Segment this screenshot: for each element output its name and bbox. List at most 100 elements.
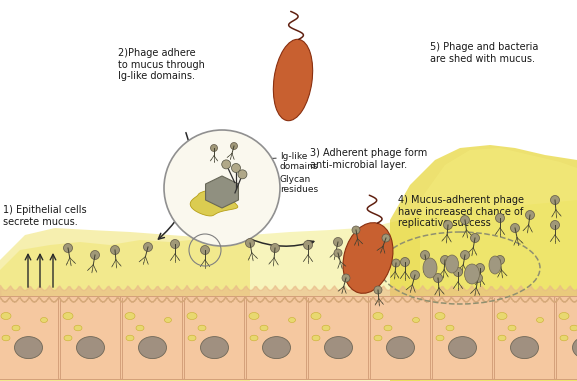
Text: 5) Phage and bacteria
are shed with mucus.: 5) Phage and bacteria are shed with mucu… xyxy=(430,42,538,64)
Circle shape xyxy=(111,245,119,255)
Polygon shape xyxy=(0,228,250,381)
Circle shape xyxy=(550,195,560,205)
Circle shape xyxy=(231,163,241,173)
Circle shape xyxy=(460,216,470,224)
Ellipse shape xyxy=(435,312,445,320)
Ellipse shape xyxy=(311,312,321,320)
Ellipse shape xyxy=(570,325,577,331)
Circle shape xyxy=(334,249,342,257)
Circle shape xyxy=(470,234,479,242)
Ellipse shape xyxy=(63,312,73,320)
Ellipse shape xyxy=(445,255,459,273)
Ellipse shape xyxy=(14,336,43,359)
Circle shape xyxy=(271,243,279,253)
Ellipse shape xyxy=(537,317,544,322)
Ellipse shape xyxy=(40,317,47,322)
FancyBboxPatch shape xyxy=(0,296,61,379)
Circle shape xyxy=(421,250,429,259)
Ellipse shape xyxy=(188,335,196,341)
Ellipse shape xyxy=(446,325,454,331)
Ellipse shape xyxy=(322,325,330,331)
FancyBboxPatch shape xyxy=(369,296,433,379)
Ellipse shape xyxy=(464,264,479,284)
FancyBboxPatch shape xyxy=(306,296,370,379)
Circle shape xyxy=(460,250,470,259)
Circle shape xyxy=(354,243,362,253)
Ellipse shape xyxy=(77,336,104,359)
Circle shape xyxy=(475,264,485,272)
Ellipse shape xyxy=(74,325,82,331)
Circle shape xyxy=(526,210,534,219)
Circle shape xyxy=(304,240,313,250)
Ellipse shape xyxy=(312,335,320,341)
Circle shape xyxy=(511,224,519,232)
Circle shape xyxy=(222,160,231,169)
Ellipse shape xyxy=(260,325,268,331)
Text: Glycan
residues: Glycan residues xyxy=(280,175,318,194)
Ellipse shape xyxy=(572,336,577,359)
FancyBboxPatch shape xyxy=(430,296,494,379)
FancyBboxPatch shape xyxy=(58,296,122,379)
Ellipse shape xyxy=(508,325,516,331)
Circle shape xyxy=(550,221,560,229)
Circle shape xyxy=(433,274,443,282)
Circle shape xyxy=(91,250,99,259)
Ellipse shape xyxy=(12,325,20,331)
Circle shape xyxy=(410,271,419,280)
Circle shape xyxy=(245,239,254,248)
Ellipse shape xyxy=(423,258,437,278)
Ellipse shape xyxy=(250,335,258,341)
Circle shape xyxy=(496,213,504,223)
FancyBboxPatch shape xyxy=(554,296,577,379)
Text: 4) Mucus-adherent phage
have increased chance of
replicative success: 4) Mucus-adherent phage have increased c… xyxy=(398,195,524,228)
Ellipse shape xyxy=(497,312,507,320)
Ellipse shape xyxy=(324,336,353,359)
FancyBboxPatch shape xyxy=(121,296,185,379)
Circle shape xyxy=(63,243,73,253)
Ellipse shape xyxy=(413,317,419,322)
Circle shape xyxy=(170,240,179,248)
Circle shape xyxy=(444,221,452,229)
Ellipse shape xyxy=(489,256,501,274)
Circle shape xyxy=(342,274,350,282)
Circle shape xyxy=(230,142,238,149)
Text: Ig-like
domains: Ig-like domains xyxy=(280,152,319,171)
Circle shape xyxy=(352,226,360,234)
Ellipse shape xyxy=(511,336,538,359)
Circle shape xyxy=(400,258,410,266)
Ellipse shape xyxy=(187,312,197,320)
Circle shape xyxy=(382,234,390,242)
Text: 3) Adherent phage form
anti-microbial layer.: 3) Adherent phage form anti-microbial la… xyxy=(310,148,427,170)
Ellipse shape xyxy=(288,317,295,322)
Circle shape xyxy=(454,267,463,277)
Polygon shape xyxy=(390,145,577,381)
FancyBboxPatch shape xyxy=(493,296,556,379)
Circle shape xyxy=(440,256,449,264)
Ellipse shape xyxy=(125,312,135,320)
Ellipse shape xyxy=(374,335,382,341)
Ellipse shape xyxy=(198,325,206,331)
Circle shape xyxy=(164,130,280,246)
Ellipse shape xyxy=(273,39,313,121)
Circle shape xyxy=(200,245,209,255)
Circle shape xyxy=(392,259,400,267)
Ellipse shape xyxy=(436,335,444,341)
Ellipse shape xyxy=(498,335,506,341)
Ellipse shape xyxy=(164,317,171,322)
Text: Mucin protein
backbone: Mucin protein backbone xyxy=(187,222,249,242)
Circle shape xyxy=(211,144,218,152)
Ellipse shape xyxy=(64,335,72,341)
Ellipse shape xyxy=(138,336,167,359)
Text: 2)Phage adhere
to mucus through
Ig-like domains.: 2)Phage adhere to mucus through Ig-like … xyxy=(118,48,205,81)
Ellipse shape xyxy=(559,312,569,320)
Ellipse shape xyxy=(560,335,568,341)
Circle shape xyxy=(238,170,247,179)
Circle shape xyxy=(474,274,482,282)
Text: 1) Epithelial cells
secrete mucus.: 1) Epithelial cells secrete mucus. xyxy=(3,205,87,227)
Ellipse shape xyxy=(373,312,383,320)
Ellipse shape xyxy=(343,223,393,293)
Circle shape xyxy=(334,237,343,247)
FancyBboxPatch shape xyxy=(182,296,246,379)
Ellipse shape xyxy=(249,312,259,320)
Ellipse shape xyxy=(200,336,228,359)
